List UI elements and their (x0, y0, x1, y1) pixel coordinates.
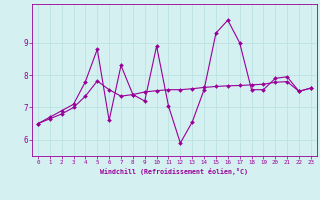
X-axis label: Windchill (Refroidissement éolien,°C): Windchill (Refroidissement éolien,°C) (100, 168, 248, 175)
